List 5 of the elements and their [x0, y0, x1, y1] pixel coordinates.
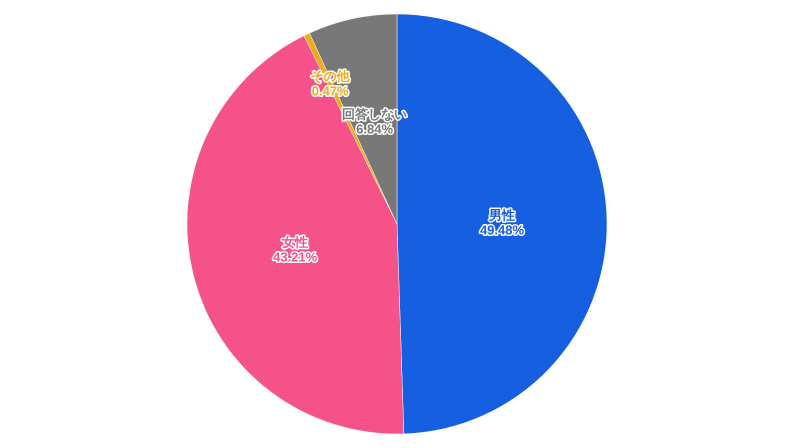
slice-label: 女性	[281, 234, 308, 250]
data-label: 6.84%	[356, 121, 394, 136]
slice-label: 男性	[488, 207, 515, 222]
data-label: 49.48%	[480, 222, 524, 238]
data-label: 43.21%	[273, 250, 318, 265]
